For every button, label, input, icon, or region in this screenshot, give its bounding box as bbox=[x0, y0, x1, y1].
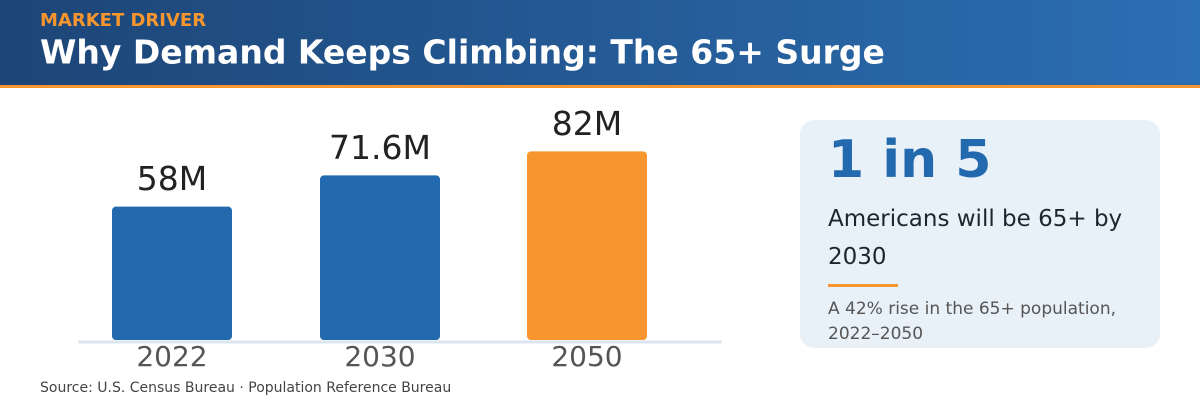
callout-note: A 42% rise in the 65+ population, 2022–2… bbox=[828, 299, 1117, 344]
x-tick-label: 2050 bbox=[551, 340, 622, 373]
x-tick-label: 2022 bbox=[136, 340, 207, 373]
header-band bbox=[0, 0, 1200, 85]
callout-rule bbox=[828, 284, 898, 287]
bar bbox=[320, 175, 440, 340]
eyebrow: MARKET DRIVER bbox=[40, 10, 206, 31]
value-label: 82M bbox=[552, 104, 622, 143]
x-tick-label: 2030 bbox=[344, 340, 415, 373]
value-label: 58M bbox=[137, 159, 207, 198]
bar bbox=[112, 206, 232, 340]
callout-text: Americans will be 65+ by 2030 bbox=[828, 206, 1123, 270]
header-rule bbox=[0, 85, 1200, 88]
bar bbox=[527, 151, 647, 340]
callout-headline: 1 in 5 bbox=[828, 130, 992, 190]
callout: 1 in 5 Americans will be 65+ by 2030 A 4… bbox=[800, 120, 1160, 348]
value-label: 71.6M bbox=[329, 128, 431, 167]
source: Source: U.S. Census Bureau · Population … bbox=[40, 380, 451, 396]
chart-title: Why Demand Keeps Climbing: The 65+ Surge bbox=[40, 33, 885, 72]
